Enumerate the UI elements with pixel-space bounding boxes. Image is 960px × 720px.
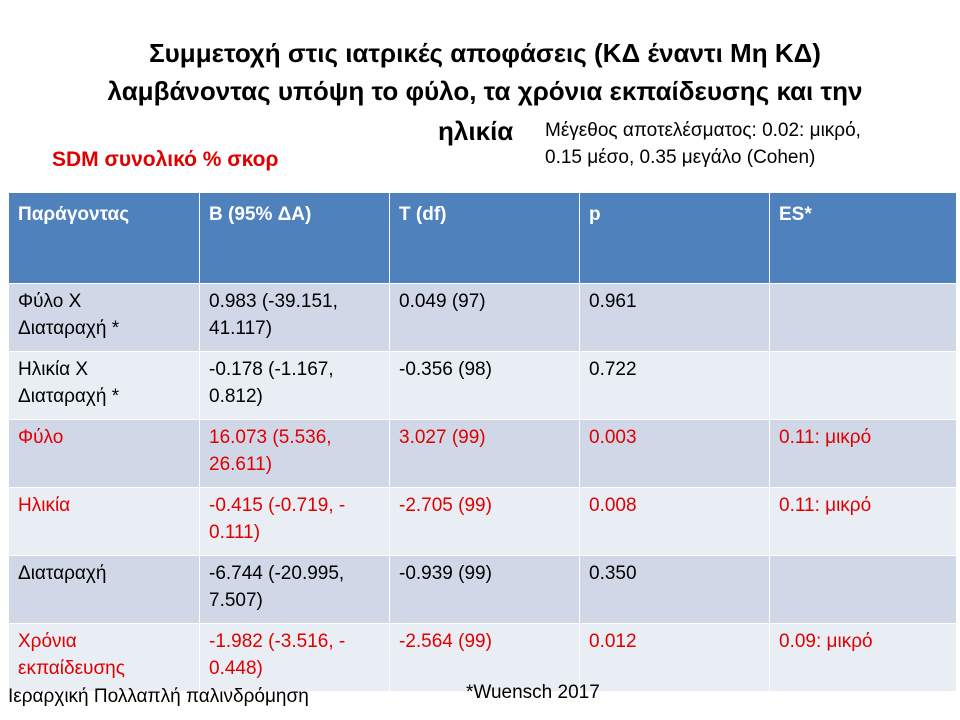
cell-p: 0.350 <box>579 555 770 624</box>
cell-es <box>769 555 957 624</box>
cell-p: 0.003 <box>579 419 770 488</box>
cell-t: -2.705 (99) <box>389 487 580 556</box>
cell-factor: Χρόνια εκπαίδευσης <box>8 623 200 692</box>
header-b: B (95% ΔΑ) <box>199 192 390 284</box>
cell-t: -0.939 (99) <box>389 555 580 624</box>
cell-p: 0.012 <box>579 623 770 692</box>
slide-title-line3: ηλικία <box>438 116 514 146</box>
table-row: Διαταραχή -6.744 (-20.995, 7.507) -0.939 … <box>8 555 957 624</box>
header-factor: Παράγοντας <box>8 192 200 284</box>
header-t: T (df) <box>389 192 580 284</box>
effect-size-note-line2: 0.15 μέσο, 0.35 μεγάλο (Cohen) <box>545 147 816 168</box>
cell-factor: Διαταραχή <box>8 555 200 624</box>
cell-p: 0.722 <box>579 351 770 420</box>
cell-b: -0.415 (-0.719, -0.111) <box>199 487 390 556</box>
cell-b: -0.178 (-1.167, 0.812) <box>199 351 390 420</box>
slide-title-line1: Συμμετοχή στις ιατρικές αποφάσεις (ΚΔ έν… <box>149 38 821 68</box>
cell-factor: Φύλο <box>8 419 200 488</box>
table-row: Ηλικία X Διαταραχή * -0.178 (-1.167, 0.812… <box>8 351 957 420</box>
cell-es <box>769 283 957 352</box>
cell-factor: Φύλο X Διαταραχή * <box>8 283 200 352</box>
slide-title: Συμμετοχή στις ιατρικές αποφάσεις (ΚΔ έν… <box>60 34 910 110</box>
effect-size-note-line1: Μέγεθος αποτελέσματος: 0.02: μικρό, <box>545 120 861 141</box>
cell-b: 16.073 (5.536, 26.611) <box>199 419 390 488</box>
cell-t: -2.564 (99) <box>389 623 580 692</box>
results-table: Παράγοντας B (95% ΔΑ) T (df) p ES* Φύλο … <box>8 192 957 692</box>
citation-note: *Wuensch 2017 <box>466 682 600 703</box>
effect-size-note: Μέγεθος αποτελέσματος: 0.02: μικρό, 0.15… <box>545 117 861 171</box>
cell-b: -1.982 (-3.516, -0.448) <box>199 623 390 692</box>
slide-title-line2: λαμβάνοντας υπόψη το φύλο, τα χρόνια εκπ… <box>107 76 863 106</box>
cell-factor: Ηλικία X Διαταραχή * <box>8 351 200 420</box>
header-es: ES* <box>769 192 957 284</box>
header-p: p <box>579 192 770 284</box>
table-header-row: Παράγοντας B (95% ΔΑ) T (df) p ES* <box>8 192 957 284</box>
cell-es <box>769 351 957 420</box>
table-row: Ηλικία -0.415 (-0.719, -0.111) -2.705 (9… <box>8 487 957 556</box>
cell-b: -6.744 (-20.995, 7.507) <box>199 555 390 624</box>
subtitle: SDM συνολικό % σκορ <box>52 148 279 171</box>
cell-es: 0.09: μικρό <box>769 623 957 692</box>
table-row: Φύλο 16.073 (5.536, 26.611) 3.027 (99) 0.… <box>8 419 957 488</box>
cell-t: 0.049 (97) <box>389 283 580 352</box>
cell-p: 0.961 <box>579 283 770 352</box>
cell-factor: Ηλικία <box>8 487 200 556</box>
cell-t: 3.027 (99) <box>389 419 580 488</box>
cell-es: 0.11: μικρό <box>769 487 957 556</box>
table-row: Χρόνια εκπαίδευσης -1.982 (-3.516, -0.448… <box>8 623 957 692</box>
cell-b: 0.983 (-39.151, 41.117) <box>199 283 390 352</box>
method-note: Ιεραρχική Πολλαπλή παλινδρόμηση <box>8 686 309 707</box>
cell-p: 0.008 <box>579 487 770 556</box>
cell-t: -0.356 (98) <box>389 351 580 420</box>
cell-es: 0.11: μικρό <box>769 419 957 488</box>
table-row: Φύλο X Διαταραχή * 0.983 (-39.151, 41.117)… <box>8 283 957 352</box>
